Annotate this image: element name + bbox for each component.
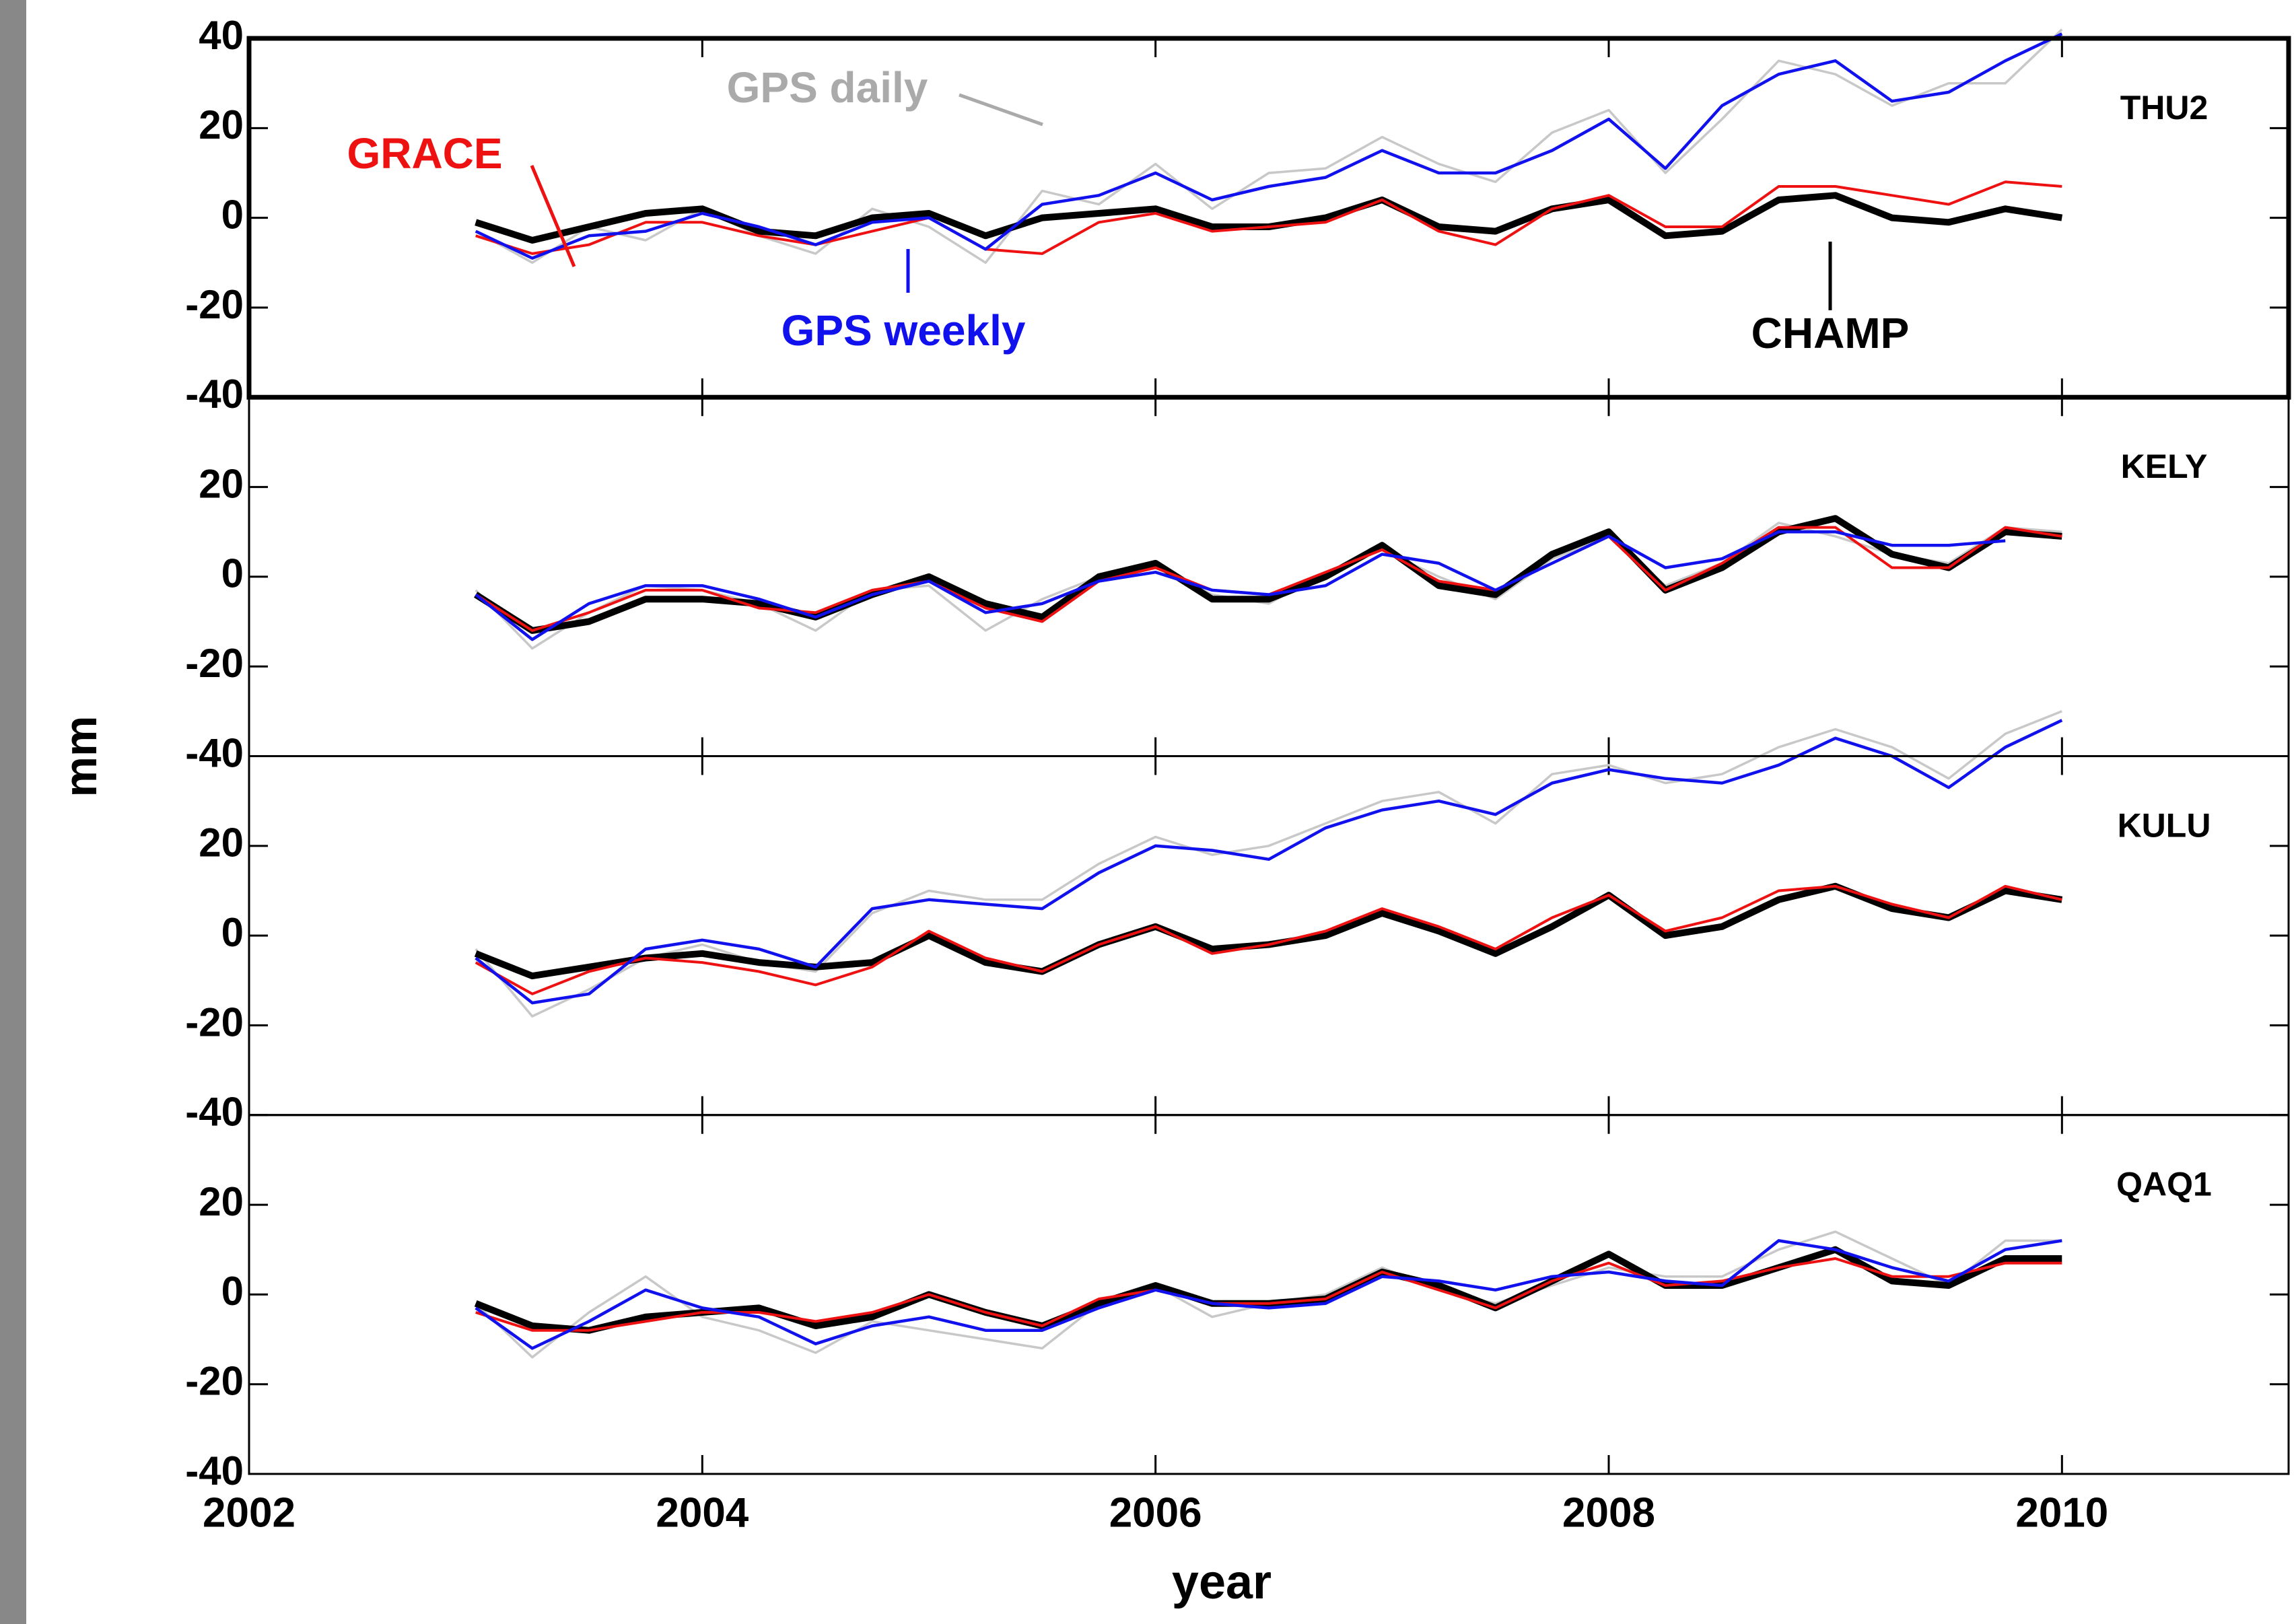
- y-tick-label: 0: [221, 192, 244, 237]
- x-tick-label: 2008: [1562, 1489, 1655, 1536]
- annotation: GPS daily: [727, 63, 928, 112]
- annotation-leader: [530, 165, 576, 267]
- annotation: GPS weekly: [781, 306, 1026, 355]
- series-line: [475, 180, 2062, 255]
- annotation: CHAMP: [1751, 309, 1910, 357]
- panel: -40 -20 0 20 KELY: [185, 396, 2290, 775]
- y-axis-label: mm: [55, 716, 106, 798]
- annotation: GRACE: [347, 129, 502, 178]
- y-tick-label: 20: [199, 820, 244, 866]
- panel: -40 -20 0 20 KULU: [185, 710, 2290, 1135]
- series-line: [475, 192, 2063, 244]
- side-bar: [0, 0, 26, 1624]
- y-tick-label: 40: [199, 13, 244, 58]
- x-tick-label: 2004: [656, 1489, 749, 1536]
- series-line: [475, 530, 2006, 641]
- annotation-leader: [959, 93, 1043, 127]
- series-line: [474, 882, 2063, 980]
- y-tick-label: -40: [185, 730, 244, 775]
- y-tick-label: -20: [185, 641, 244, 686]
- series-line: [475, 719, 2063, 1005]
- y-tick-label: 20: [199, 102, 244, 147]
- series-line: [475, 522, 2062, 650]
- y-tick-label: -20: [185, 1359, 244, 1404]
- y-tick-label: -20: [185, 282, 244, 327]
- series-line: [475, 526, 2062, 632]
- series-line: [475, 1239, 2062, 1350]
- series-line: [475, 32, 2063, 260]
- series-line: [475, 884, 2062, 995]
- y-tick-label: -40: [185, 1090, 244, 1135]
- panel: -40 -20 0 20 40 THU2 GPS daily GRACE GPS weekly C…: [185, 13, 2291, 417]
- x-tick-label: 2006: [1109, 1489, 1202, 1536]
- station-label: QAQ1: [2116, 1166, 2212, 1203]
- station-label: THU2: [2120, 89, 2208, 127]
- x-axis-label: year: [1172, 1555, 1272, 1609]
- panel-frame: [248, 755, 2290, 1117]
- panel-frame: [248, 1114, 2290, 1475]
- panel-frame: [248, 396, 2290, 757]
- y-tick-label: 20: [199, 461, 244, 506]
- panel: -40 -20 0 20 QAQ1 2002 2004 2006 2008 2010 year: [185, 1114, 2290, 1609]
- y-tick-label: 0: [221, 551, 244, 596]
- station-label: KELY: [2121, 448, 2208, 485]
- series-line: [474, 515, 2062, 634]
- y-tick-label: 0: [221, 1269, 244, 1314]
- x-tick-label: 2010: [2015, 1489, 2108, 1536]
- y-tick-label: 0: [221, 910, 244, 955]
- y-tick-label: 20: [199, 1179, 244, 1224]
- y-tick-label: -40: [185, 372, 244, 417]
- y-tick-label: -40: [185, 1448, 244, 1493]
- station-label: KULU: [2118, 806, 2211, 844]
- y-tick-label: -20: [185, 999, 244, 1045]
- x-tick-label: 2002: [203, 1489, 295, 1536]
